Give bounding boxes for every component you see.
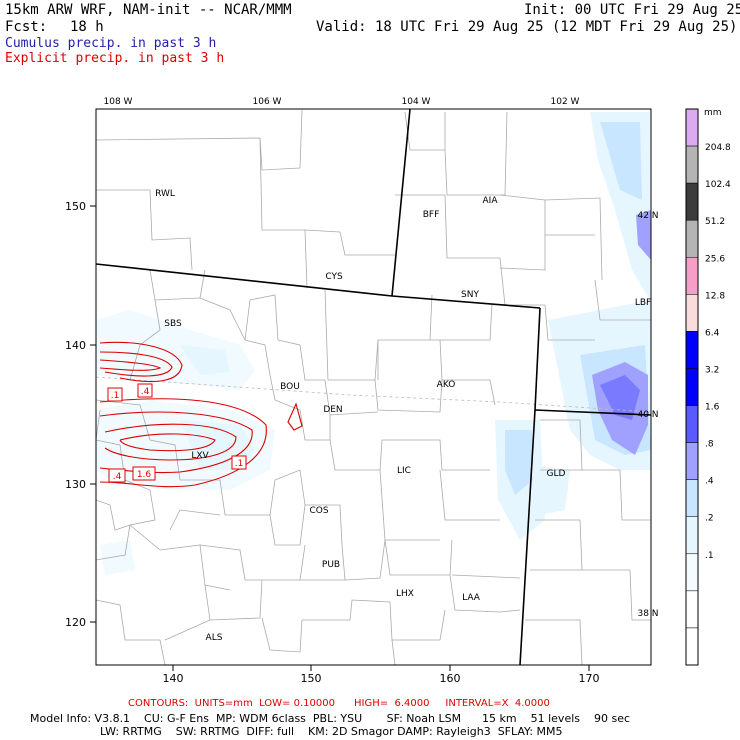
contour-label: .1 [111, 391, 120, 401]
station-label: LIC [397, 466, 411, 476]
station-label: LXV [191, 451, 209, 461]
x-tick-label: 170 [579, 672, 600, 685]
colorbar-cell [685, 219, 699, 258]
model-info-line2: LW: RRTMG SW: RRTMG DIFF: full KM: 2D Sm… [100, 725, 563, 738]
map-title: 15km ARW WRF, NAM-init -- NCAR/MMM [5, 2, 292, 18]
colorbar-level-label: 102.4 [705, 180, 731, 190]
station-label: BOU [280, 382, 300, 392]
y-tick-label: 140 [65, 339, 86, 352]
lat-label: 38 N [637, 609, 658, 619]
x-tick-label: 140 [163, 672, 184, 685]
y-tick-label: 120 [65, 616, 86, 629]
colorbar-level-label: 51.2 [705, 217, 725, 227]
forecast-hour: 18 h [70, 19, 104, 35]
colorbar-cell [685, 553, 699, 592]
state-borders [96, 109, 651, 665]
colorbar-cell [685, 405, 699, 443]
colorbar-level-label: 25.6 [705, 254, 725, 264]
station-label: PUB [322, 560, 340, 570]
colorbar: mm 204.8 102.4 51.2 25.6 12.8 6.4 3.2 1.6 .8 .4 .2… [685, 108, 731, 666]
contour-labels: .1 .4 .1 .4 1.6 [107, 383, 247, 483]
colorbar-unit: mm [704, 108, 722, 118]
model-info-line1: Model Info: V3.8.1 CU: G-F Ens MP: WDM 6… [30, 712, 631, 725]
explicit-contours [99, 341, 303, 488]
colorbar-level-label: 1.6 [705, 403, 720, 413]
colorbar-cell [685, 108, 699, 147]
init-time: Init: 00 UTC Fri 29 Aug 25 [524, 2, 740, 18]
station-label: GLD [547, 469, 566, 479]
contour-info: CONTOURS: UNITS=mm LOW= 0.10000 HIGH= 6.… [128, 698, 550, 709]
forecast-label: Fcst: [5, 19, 48, 35]
colorbar-level-label: .4 [705, 477, 714, 487]
colorbar-cell [685, 516, 699, 555]
contour-label: .1 [235, 459, 244, 469]
colorbar-cell [685, 331, 699, 369]
map-frame [95, 108, 652, 666]
colorbar-cell [685, 257, 699, 295]
x-tick-label: 150 [301, 672, 322, 685]
colorbar-level-label: 6.4 [705, 328, 720, 338]
county-borders [96, 109, 651, 665]
station-label: CYS [325, 272, 343, 282]
lat-label: 40 N [637, 410, 658, 420]
colorbar-cell [685, 294, 699, 332]
y-tick-label: 150 [65, 200, 86, 213]
map-frame-bg [96, 109, 651, 665]
lon-label: 108 W [104, 97, 133, 107]
colorbar-level-label: 204.8 [705, 143, 731, 153]
station-label: DEN [323, 405, 342, 415]
x-tick-label: 160 [440, 672, 461, 685]
station-labels: RWL BFF AIA CYS SNY LBF SBS BOU AKO DEN … [155, 189, 651, 643]
colorbar-cell [685, 479, 699, 517]
station-label: LAA [462, 593, 481, 603]
latitude-labels: 42 N 40 N 38 N [637, 211, 658, 619]
station-label: SBS [164, 319, 182, 329]
cumulus-legend: Cumulus precip. in past 3 h [5, 36, 217, 51]
station-label: RWL [155, 189, 175, 199]
lon-label: 102 W [551, 97, 580, 107]
station-label: LHX [396, 589, 414, 599]
colorbar-cell [685, 590, 699, 629]
station-label: COS [309, 506, 328, 516]
lon-label: 104 W [402, 97, 431, 107]
colorbar-cell [685, 442, 699, 480]
colorbar-level-label: 3.2 [705, 365, 719, 375]
station-label: LBF [635, 298, 651, 308]
colorbar-level-label: .1 [705, 551, 714, 561]
valid-time: Valid: 18 UTC Fri 29 Aug 25 (12 MDT Fri … [316, 19, 738, 35]
explicit-legend: Explicit precip. in past 3 h [5, 51, 225, 66]
station-label: AKO [437, 380, 456, 390]
colorbar-cell [685, 145, 699, 184]
contour-label: .4 [113, 472, 122, 482]
station-label: AIA [483, 196, 499, 206]
lon-label: 106 W [253, 97, 282, 107]
colorbar-cell [685, 627, 699, 666]
station-label: BFF [423, 210, 440, 220]
colorbar-level-label: 12.8 [705, 291, 725, 301]
colorbar-level-label: .2 [705, 514, 714, 524]
latitude-line-40n [96, 376, 651, 413]
longitude-labels: 108 W 106 W 104 W 102 W [104, 97, 580, 107]
y-tick-label: 130 [65, 478, 86, 491]
contour-label: 1.6 [137, 470, 152, 480]
x-axis-labels: 140 150 160 170 [163, 672, 600, 685]
colorbar-cell [685, 182, 699, 221]
y-axis-labels: 150 140 130 120 [65, 200, 86, 629]
station-label: ALS [206, 633, 223, 643]
colorbar-level-label: .8 [705, 440, 714, 450]
station-label: SNY [461, 290, 479, 300]
axis-ticks [90, 205, 590, 671]
contour-label: .4 [141, 387, 150, 397]
colorbar-cell [685, 368, 699, 406]
lat-label: 42 N [637, 211, 658, 221]
